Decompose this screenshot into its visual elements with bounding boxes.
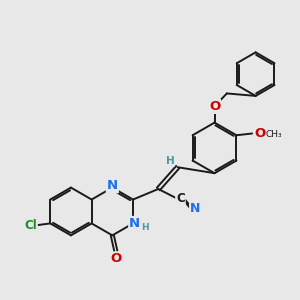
Text: O: O (209, 100, 220, 113)
Text: H: H (166, 156, 174, 166)
Text: CH₃: CH₃ (266, 130, 282, 139)
Text: O: O (110, 252, 122, 266)
Text: H: H (141, 223, 148, 232)
Text: N: N (107, 179, 118, 192)
Text: O: O (254, 127, 265, 140)
Text: Cl: Cl (24, 219, 37, 232)
Text: N: N (129, 217, 140, 230)
Text: N: N (190, 202, 200, 215)
Text: C: C (176, 192, 185, 205)
